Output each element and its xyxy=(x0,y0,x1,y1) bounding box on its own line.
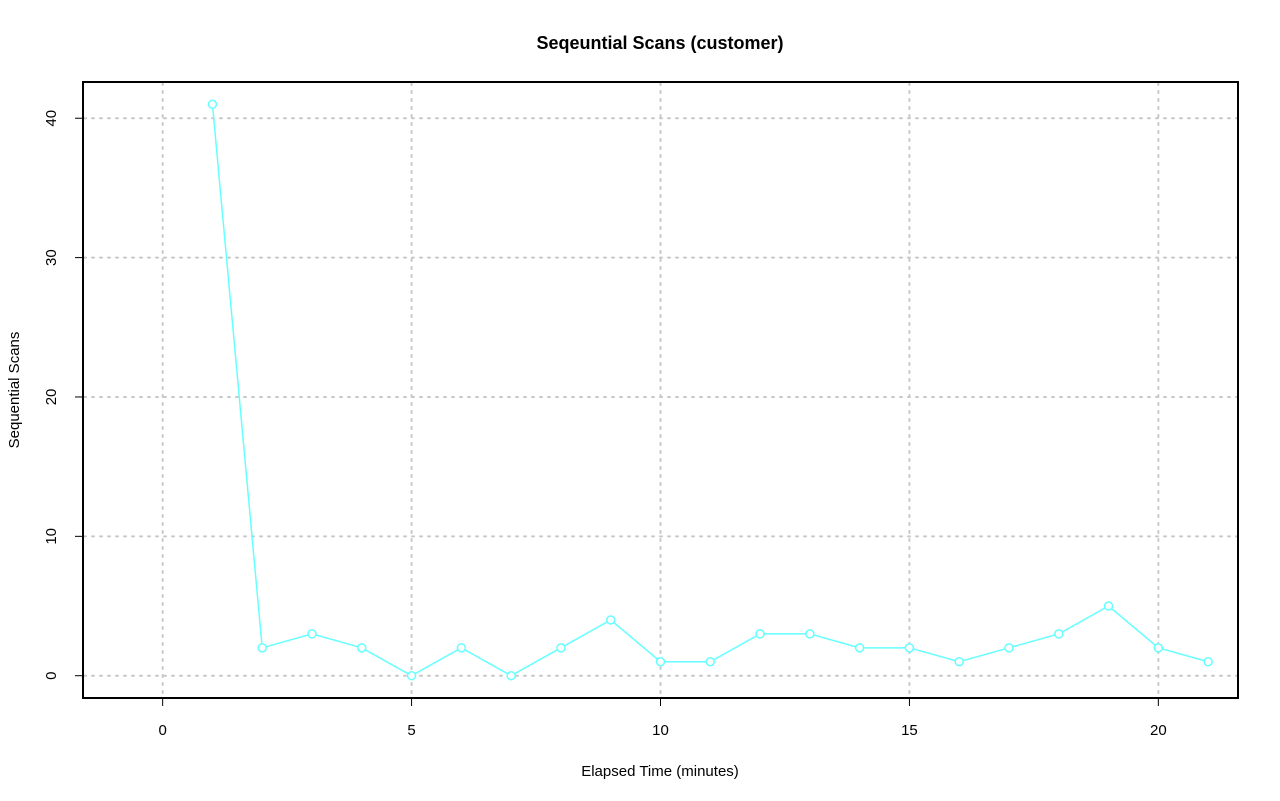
data-point xyxy=(357,643,367,653)
data-point xyxy=(506,670,516,681)
x-tick-label: 0 xyxy=(158,722,166,739)
data-point xyxy=(207,99,218,110)
data-point xyxy=(456,643,467,653)
data-point xyxy=(904,643,915,653)
data-point xyxy=(307,629,317,639)
data-point xyxy=(1004,643,1014,653)
data-point xyxy=(257,643,267,653)
y-tick-label: 30 xyxy=(43,249,60,266)
x-tick-label: 10 xyxy=(652,722,669,739)
grid-lines xyxy=(83,82,1238,698)
data-point xyxy=(1054,629,1064,639)
data-point xyxy=(1203,657,1213,667)
y-tick-label: 10 xyxy=(43,528,60,545)
data-point xyxy=(805,629,815,639)
data-point xyxy=(1103,601,1114,611)
y-tick-label: 20 xyxy=(43,389,60,406)
y-tick-label: 0 xyxy=(43,672,60,680)
data-point xyxy=(556,643,566,653)
data-point xyxy=(605,615,616,625)
x-tick-label: 5 xyxy=(407,722,415,739)
series-layer xyxy=(207,99,1213,681)
data-point xyxy=(1153,643,1164,653)
y-axis: 0 10 20 30 40 xyxy=(43,110,83,680)
data-point xyxy=(954,657,964,667)
data-point xyxy=(705,657,716,667)
x-axis-label: Elapsed Time (minutes) xyxy=(581,763,739,780)
series-line xyxy=(211,104,1209,677)
data-point xyxy=(854,643,865,653)
y-axis-label: Sequential Scans xyxy=(6,332,23,449)
y-tick-label: 40 xyxy=(43,110,60,127)
x-axis: 0 5 10 15 20 xyxy=(158,698,1167,739)
chart-title: Seqeuntial Scans (customer) xyxy=(536,33,783,53)
data-point xyxy=(755,629,765,639)
data-point xyxy=(406,670,417,681)
x-tick-label: 20 xyxy=(1150,722,1167,739)
data-point xyxy=(655,657,666,667)
x-tick-label: 15 xyxy=(901,722,918,739)
